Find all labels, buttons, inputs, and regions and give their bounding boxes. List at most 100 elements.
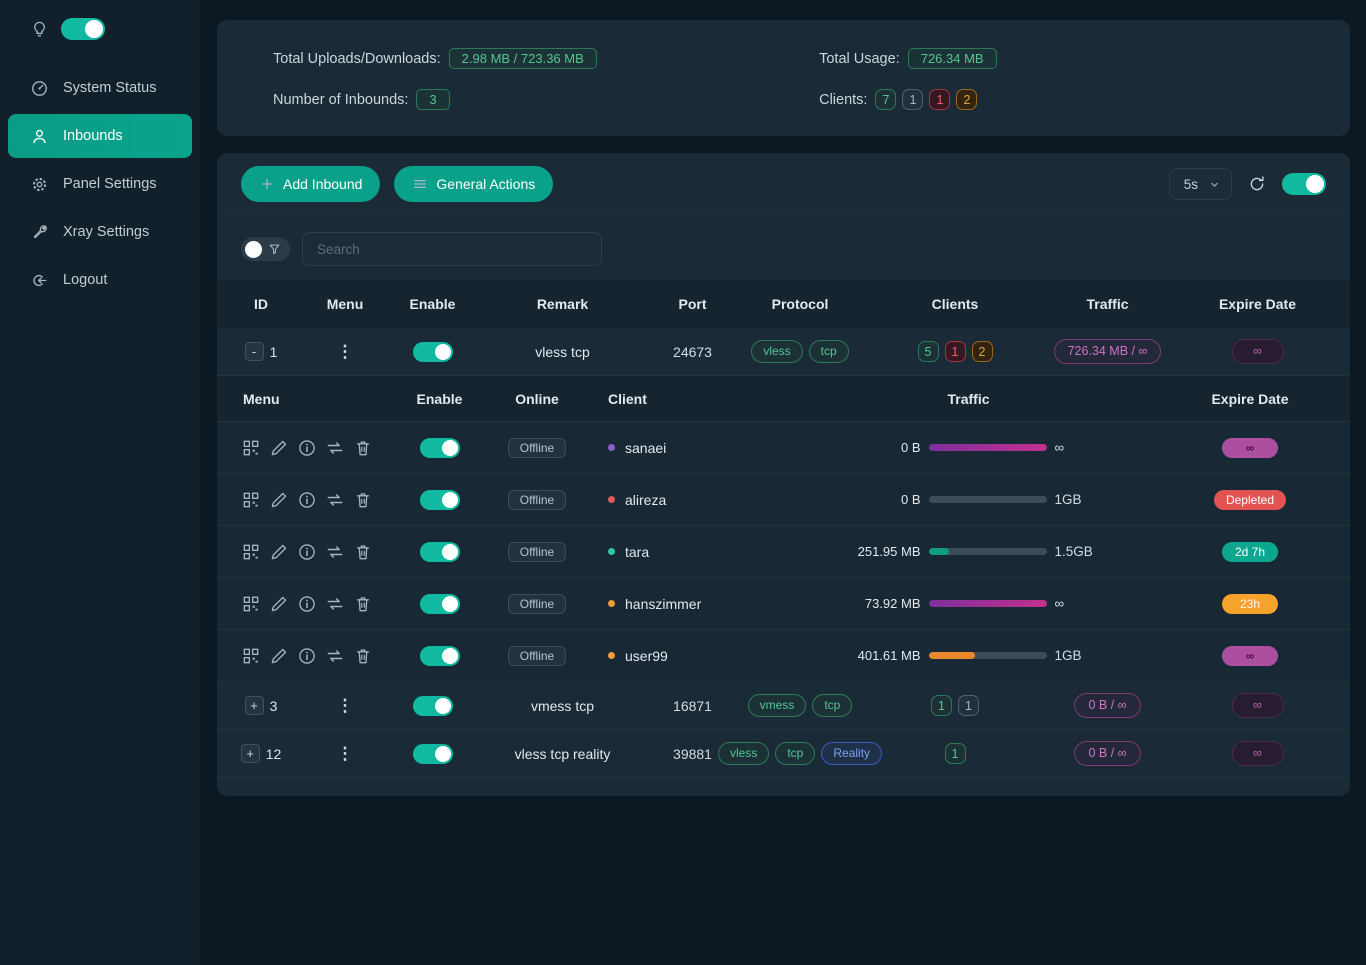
edit-icon[interactable]: [269, 542, 289, 562]
client-color-dot: [608, 496, 615, 503]
info-icon[interactable]: [297, 646, 317, 666]
inbound-row: - 1 ⋮ vless tcp 24673 vless tcp 5 1 2 72…: [217, 328, 1350, 376]
client-row: Offline tara 251.95 MB 1.5GB 2d 7h: [217, 526, 1350, 578]
reset-traffic-icon[interactable]: [325, 594, 345, 614]
client-traffic-bar: [928, 548, 1047, 555]
client-enable-toggle[interactable]: [419, 489, 460, 510]
client-traffic-bar: [928, 600, 1047, 607]
add-inbound-button[interactable]: Add Inbound: [241, 166, 381, 202]
stat-uploads-value: 2.98 MB / 723.36 MB: [448, 48, 597, 69]
reset-traffic-icon[interactable]: [325, 646, 345, 666]
client-row: Offline sanaei 0 B ∞ ∞: [217, 422, 1350, 474]
row-menu-button[interactable]: ⋮: [336, 695, 354, 715]
general-actions-button[interactable]: General Actions: [394, 166, 554, 202]
qr-code-icon[interactable]: [241, 542, 261, 562]
client-traffic-used: 0 B: [900, 440, 921, 455]
col-client-name: Client: [608, 390, 647, 407]
stats-card: Total Uploads/Downloads: 2.98 MB / 723.3…: [217, 20, 1350, 136]
protocol-badge: vless: [751, 339, 803, 364]
auto-refresh-toggle[interactable]: [1282, 173, 1326, 195]
edit-icon[interactable]: [269, 490, 289, 510]
inbound-enable-toggle[interactable]: [412, 695, 453, 716]
delete-icon[interactable]: [353, 594, 373, 614]
col-protocol: Protocol: [771, 296, 829, 312]
row-menu-button[interactable]: ⋮: [336, 341, 354, 361]
expand-row-button[interactable]: +: [244, 696, 264, 715]
reset-traffic-icon[interactable]: [325, 542, 345, 562]
qr-code-icon[interactable]: [241, 646, 261, 666]
sidebar-item-label: Panel Settings: [63, 176, 157, 192]
sidebar-item-panel-settings[interactable]: Panel Settings: [8, 162, 192, 206]
qr-code-icon[interactable]: [241, 594, 261, 614]
inbound-enable-toggle[interactable]: [412, 341, 453, 362]
stat-number-of-inbounds: Number of Inbounds: 3: [273, 89, 819, 110]
info-icon[interactable]: [297, 594, 317, 614]
plus-icon: [259, 176, 275, 192]
delete-icon[interactable]: [353, 490, 373, 510]
inbound-id: 12: [265, 745, 282, 762]
reset-traffic-icon[interactable]: [325, 438, 345, 458]
delete-icon[interactable]: [353, 646, 373, 666]
filter-toggle[interactable]: [241, 237, 290, 261]
refresh-button[interactable]: [1248, 175, 1266, 193]
col-clients: Clients: [931, 296, 979, 312]
client-name: user99: [625, 647, 668, 664]
sidebar-item-system-status[interactable]: System Status: [8, 66, 192, 110]
client-traffic-used: 73.92 MB: [864, 596, 921, 611]
col-expire: Expire Date: [1218, 296, 1297, 312]
edit-icon[interactable]: [269, 594, 289, 614]
row-menu-button[interactable]: ⋮: [336, 743, 354, 763]
inbound-traffic-badge: 726.34 MB / ∞: [1053, 339, 1162, 364]
inbound-row: + 3 ⋮ vmess tcp 16871 vmess tcp 1 1 0 B …: [217, 682, 1350, 730]
sidebar-item-label: System Status: [63, 80, 157, 96]
refresh-interval-select[interactable]: 5s: [1168, 168, 1232, 200]
client-traffic-limit: ∞: [1054, 596, 1065, 611]
inbound-expire-badge: ∞: [1231, 339, 1284, 364]
delete-icon[interactable]: [353, 542, 373, 562]
client-expire-badge: Depleted: [1213, 489, 1287, 510]
edit-icon[interactable]: [269, 438, 289, 458]
inbounds-panel: Add Inbound General Actions 5s: [217, 153, 1350, 796]
qr-code-icon[interactable]: [241, 438, 261, 458]
clients-count-active: 7: [875, 89, 897, 110]
info-icon[interactable]: [297, 542, 317, 562]
client-traffic-limit: 1GB: [1054, 648, 1082, 663]
edit-icon[interactable]: [269, 646, 289, 666]
client-traffic-limit: 1GB: [1054, 492, 1082, 507]
client-traffic-limit: 1.5GB: [1054, 544, 1093, 559]
client-expire-badge: 23h: [1222, 593, 1278, 614]
client-enable-toggle[interactable]: [419, 541, 460, 562]
inbound-id: 1: [269, 343, 278, 360]
client-color-dot: [608, 600, 615, 607]
client-online-status: Offline: [507, 593, 567, 614]
inbound-remark: vless tcp reality: [514, 745, 611, 762]
sidebar-item-xray-settings[interactable]: Xray Settings: [8, 210, 192, 254]
inbound-expire-badge: ∞: [1231, 693, 1284, 718]
expand-row-button[interactable]: +: [240, 744, 260, 763]
qr-code-icon[interactable]: [241, 490, 261, 510]
sidebar-item-logout[interactable]: Logout: [8, 258, 192, 302]
client-enable-toggle[interactable]: [419, 645, 460, 666]
search-input[interactable]: [302, 232, 602, 266]
info-icon[interactable]: [297, 438, 317, 458]
client-enable-toggle[interactable]: [419, 437, 460, 458]
inbound-clients-disabled: 1: [958, 695, 979, 716]
gear-icon: [30, 175, 49, 194]
client-enable-toggle[interactable]: [419, 593, 460, 614]
inbound-expire-badge: ∞: [1231, 741, 1284, 766]
col-enable: Enable: [409, 296, 456, 312]
client-traffic-bar: [928, 652, 1047, 659]
sidebar-item-label: Inbounds: [63, 128, 123, 144]
client-traffic-used: 251.95 MB: [857, 544, 921, 559]
protocol-badge: tcp: [775, 741, 816, 766]
sidebar-item-inbounds[interactable]: Inbounds: [8, 114, 192, 158]
inbound-enable-toggle[interactable]: [412, 743, 453, 764]
chevron-down-icon: [1208, 178, 1221, 191]
sidebar-item-label: Xray Settings: [63, 224, 150, 240]
reset-traffic-icon[interactable]: [325, 490, 345, 510]
collapse-row-button[interactable]: -: [244, 342, 264, 361]
client-name: hanszimmer: [625, 595, 702, 612]
theme-toggle[interactable]: [61, 18, 105, 40]
delete-icon[interactable]: [353, 438, 373, 458]
info-icon[interactable]: [297, 490, 317, 510]
